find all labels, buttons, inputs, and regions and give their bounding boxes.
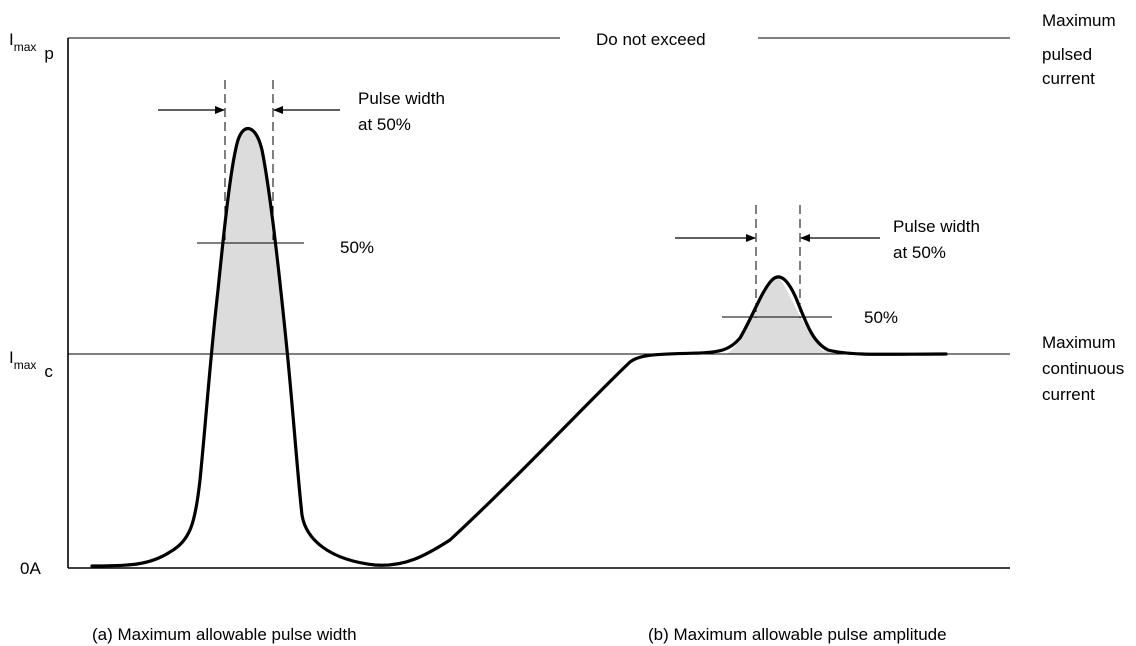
- do-not-exceed-label: Do not exceed: [596, 30, 706, 49]
- zero-amp-label: 0A: [20, 559, 41, 578]
- caption-b: (b) Maximum allowable pulse amplitude: [648, 625, 947, 644]
- max-pulsed-current-label: Maximum pulsed current: [1042, 11, 1120, 88]
- pulse-a-50-label: 50%: [340, 238, 374, 257]
- imax-c-label: Imax c: [9, 348, 53, 381]
- pulse-b-50-label: 50%: [864, 308, 898, 327]
- imax-p-label: Imax p: [9, 30, 54, 63]
- pulse-b-width-label: Pulse width at 50%: [893, 217, 985, 262]
- pulse-b-shaded-area: [727, 278, 845, 354]
- current-waveform: [90, 127, 948, 568]
- caption-a: (a) Maximum allowable pulse width: [92, 625, 357, 644]
- max-continuous-current-label: Maximum continuous current: [1042, 333, 1129, 404]
- pulse-a-width-label: Pulse width at 50%: [358, 89, 450, 134]
